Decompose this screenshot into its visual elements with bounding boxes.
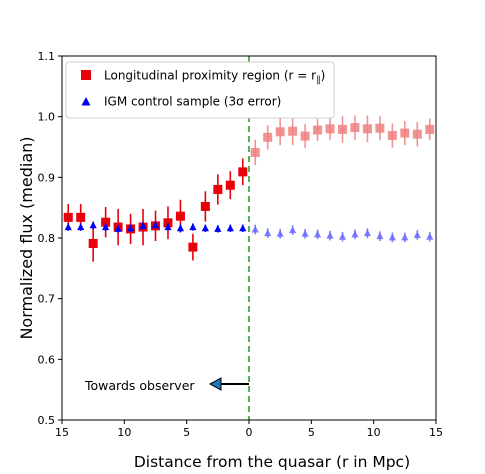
legend-label-proximity-suffix: ) <box>321 69 326 83</box>
data-point <box>263 132 273 142</box>
data-point <box>101 217 111 227</box>
data-point <box>189 223 197 231</box>
data-point <box>164 223 172 231</box>
legend-label-igm: IGM control sample (3σ error) <box>104 95 281 109</box>
legend-box <box>65 61 335 119</box>
data-point <box>102 223 110 231</box>
data-point <box>276 229 284 237</box>
x-tick-label: 10 <box>117 426 131 439</box>
data-point <box>226 224 234 232</box>
x-tick-label: 10 <box>367 426 381 439</box>
y-tick-label: 0.8 <box>38 232 56 245</box>
igm-series <box>64 221 434 243</box>
data-point <box>313 230 322 238</box>
legend-triangle-marker <box>81 97 91 106</box>
data-point <box>214 224 222 232</box>
legend-square-marker <box>81 70 91 80</box>
data-point <box>126 224 135 232</box>
data-point <box>264 229 272 237</box>
data-point <box>238 167 248 177</box>
data-point <box>401 233 409 241</box>
data-point <box>387 130 397 140</box>
data-point <box>313 125 323 135</box>
proximity-series <box>63 115 435 262</box>
data-point <box>201 224 209 232</box>
legend-label-proximity: Longitudinal proximity region (r = r∥) <box>104 69 325 86</box>
data-point <box>426 232 434 240</box>
legend-label-proximity-main: Longitudinal proximity region (r = r <box>104 69 316 83</box>
data-point <box>375 123 385 133</box>
y-axis-label: Normalized flux (median) <box>17 136 36 339</box>
data-point <box>288 126 298 136</box>
data-point <box>338 232 347 240</box>
data-point <box>188 242 198 252</box>
data-point <box>225 180 235 190</box>
towards-observer-annotation: Towards observer <box>84 377 249 393</box>
data-point <box>325 124 335 134</box>
data-point <box>64 223 72 231</box>
x-tick-label: 15 <box>55 426 69 439</box>
data-point <box>301 229 309 237</box>
data-point <box>175 211 185 221</box>
data-point <box>139 221 147 229</box>
data-point <box>163 218 173 228</box>
y-tick-label: 1.0 <box>38 111 56 124</box>
data-point <box>77 223 85 231</box>
legend-label-proximity-subscript: ∥ <box>316 76 321 86</box>
data-point <box>213 184 223 194</box>
data-point <box>350 123 360 133</box>
data-point <box>326 231 334 239</box>
legend: Longitudinal proximity region (r = r∥) I… <box>65 61 335 119</box>
x-axis-label: Distance from the quasar (r in Mpc) <box>134 453 410 471</box>
y-tick-label: 0.6 <box>38 353 56 366</box>
data-point <box>89 221 97 229</box>
y-tick-label: 1.1 <box>38 50 56 63</box>
y-axis-ticks: 0.5 0.6 0.7 0.8 0.9 1.0 1.1 <box>38 50 62 427</box>
data-point <box>289 226 297 234</box>
data-point <box>275 127 285 137</box>
data-point <box>114 224 122 232</box>
data-point <box>300 131 310 141</box>
x-tick-label: 15 <box>429 426 443 439</box>
x-axis-ticks: 15 10 5 0 5 10 15 <box>55 420 443 439</box>
y-tick-label: 0.9 <box>38 171 56 184</box>
data-point <box>239 224 247 232</box>
annotation-text: Towards observer <box>84 378 195 393</box>
data-point <box>412 129 422 139</box>
data-point <box>88 238 98 248</box>
data-point <box>413 230 421 238</box>
y-tick-label: 0.7 <box>38 293 56 306</box>
x-tick-label: 5 <box>308 426 315 439</box>
data-point <box>338 124 347 134</box>
data-point <box>363 229 372 237</box>
data-point <box>250 147 260 157</box>
annotation-arrowhead <box>208 377 222 391</box>
plot-marks <box>63 115 435 262</box>
data-point <box>200 201 210 211</box>
data-point <box>376 232 384 240</box>
data-point <box>176 224 185 232</box>
y-tick-label: 0.5 <box>38 414 56 427</box>
data-point <box>388 233 396 241</box>
x-tick-label: 5 <box>183 426 190 439</box>
data-point <box>151 221 160 229</box>
data-point <box>76 212 86 222</box>
data-point <box>63 212 73 222</box>
data-point <box>425 124 435 134</box>
data-point <box>351 230 359 238</box>
x-tick-label: 0 <box>246 426 253 439</box>
data-point <box>400 128 410 138</box>
data-point <box>362 124 372 134</box>
data-point <box>251 225 259 233</box>
